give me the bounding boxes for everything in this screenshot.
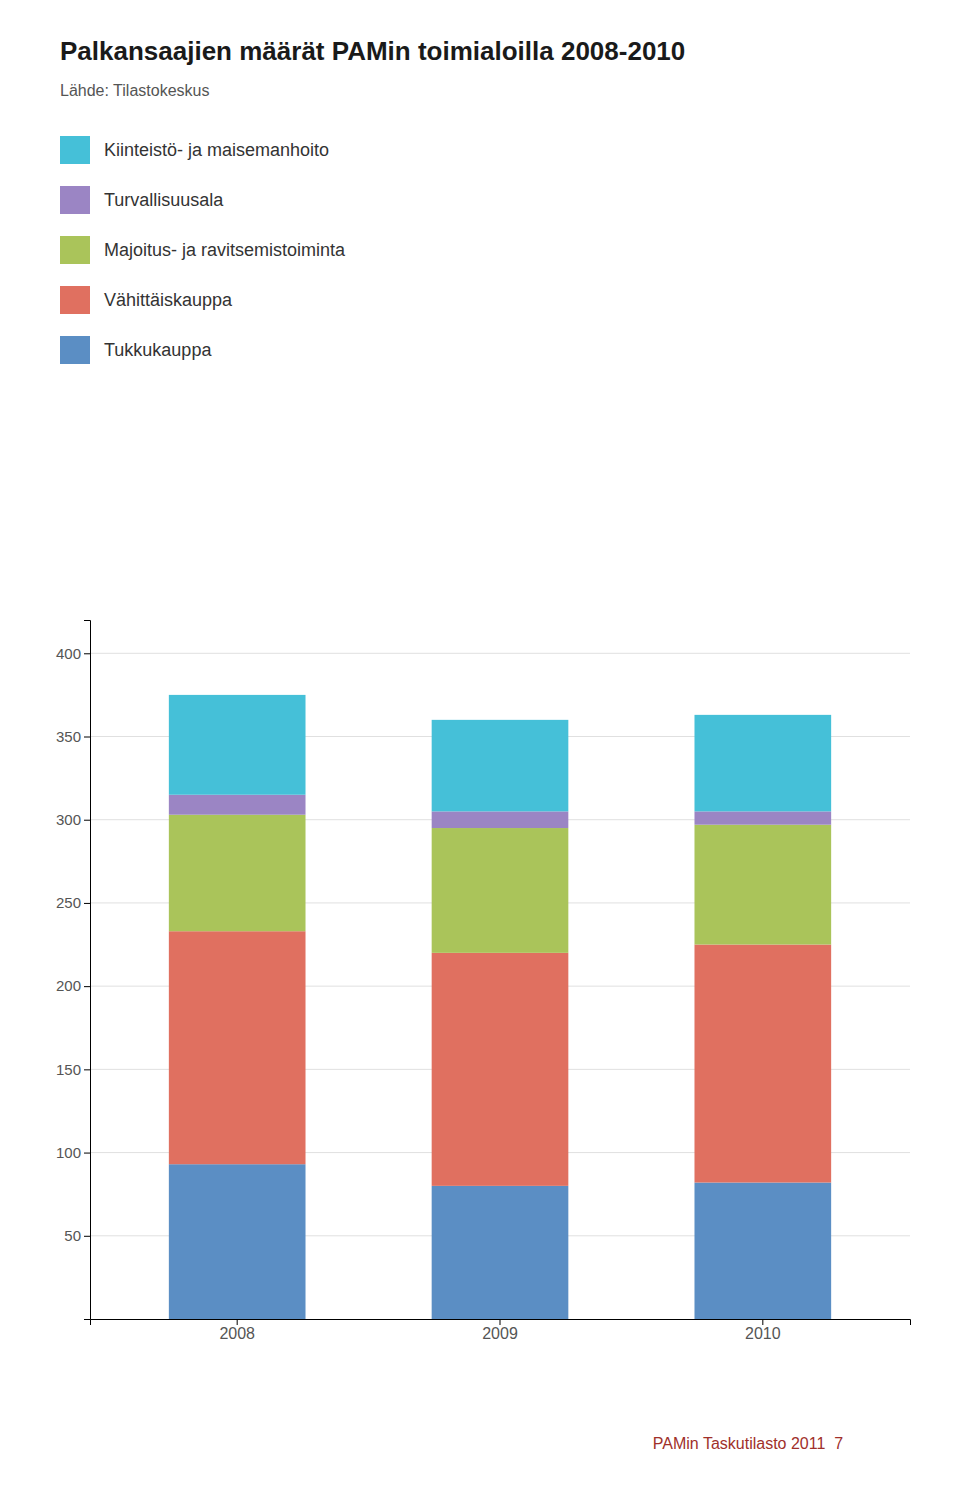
y-tick-mark bbox=[84, 903, 90, 904]
bar-segment bbox=[169, 795, 306, 815]
x-tick-mark bbox=[237, 1319, 238, 1325]
legend-swatch bbox=[60, 136, 90, 164]
legend: Kiinteistö- ja maisemanhoito Turvallisuus… bbox=[60, 136, 346, 364]
y-tick-mark bbox=[84, 986, 90, 987]
bar-series bbox=[169, 1164, 831, 1319]
bar-segment bbox=[694, 811, 831, 824]
footer: PAMin Taskutilasto 2011 7 bbox=[653, 1435, 843, 1452]
legend-swatch bbox=[60, 236, 90, 264]
x-tick-label: 2010 bbox=[745, 1325, 781, 1342]
y-tick: 400 bbox=[56, 645, 90, 662]
grid bbox=[90, 653, 910, 1235]
y-tick: 300 bbox=[56, 811, 90, 828]
bar-segment bbox=[169, 695, 306, 795]
legend-label: Turvallisuusala bbox=[104, 190, 224, 210]
grid-line bbox=[90, 653, 910, 654]
title: Palkansaajien määrät PAMin toimialoilla … bbox=[60, 36, 685, 66]
x-axis: 2008 2009 2010 bbox=[91, 1319, 911, 1342]
legend-swatch bbox=[60, 336, 90, 364]
legend-item: Kiinteistö- ja maisemanhoito bbox=[60, 136, 329, 164]
bar-segment bbox=[432, 811, 569, 828]
x-tick-label: 2009 bbox=[482, 1325, 518, 1342]
x-tick: 2009 bbox=[482, 1319, 518, 1342]
legend-label: Vähittäiskauppa bbox=[104, 290, 233, 310]
y-tick-label: 400 bbox=[56, 645, 81, 662]
legend-item: Majoitus- ja ravitsemistoiminta bbox=[60, 236, 346, 264]
y-axis: 50 100 150 200 250 300 350 400 bbox=[56, 621, 91, 1320]
bar-segment bbox=[169, 931, 306, 1164]
y-tick-mark bbox=[84, 820, 90, 821]
legend-swatch bbox=[60, 286, 90, 314]
bar-segment bbox=[169, 815, 306, 932]
bar-segment bbox=[694, 715, 831, 812]
bar-series bbox=[169, 695, 831, 811]
y-tick: 50 bbox=[64, 1227, 90, 1244]
chart: Palkansaajien määrät PAMin toimialoilla … bbox=[0, 0, 960, 1489]
legend-label: Majoitus- ja ravitsemistoiminta bbox=[104, 240, 346, 260]
legend-item: Tukkukauppa bbox=[60, 336, 212, 364]
bar-segment bbox=[169, 1164, 306, 1319]
bar-segment bbox=[432, 1186, 569, 1319]
bar-segment bbox=[694, 945, 831, 1183]
bars bbox=[169, 695, 831, 1319]
y-tick-label: 350 bbox=[56, 728, 81, 745]
y-tick-mark bbox=[84, 1153, 90, 1154]
x-tick: 2008 bbox=[219, 1319, 255, 1342]
y-tick-mark bbox=[84, 737, 90, 738]
legend-label: Kiinteistö- ja maisemanhoito bbox=[104, 140, 329, 160]
subtitle: Lähde: Tilastokeskus bbox=[60, 82, 209, 99]
y-tick: 150 bbox=[56, 1061, 90, 1078]
bar-series bbox=[169, 815, 831, 953]
y-tick-mark bbox=[84, 1069, 90, 1070]
y-tick-mark bbox=[84, 1236, 90, 1237]
y-tick-label: 300 bbox=[56, 811, 81, 828]
plot: 50 100 150 200 250 300 350 400 2008 2009 2010 bbox=[56, 621, 911, 1343]
bar-segment bbox=[694, 1183, 831, 1319]
y-tick: 200 bbox=[56, 977, 90, 994]
y-tick: 250 bbox=[56, 894, 90, 911]
legend-label: Tukkukauppa bbox=[104, 340, 212, 360]
y-tick-label: 50 bbox=[64, 1227, 81, 1244]
legend-swatch bbox=[60, 186, 90, 214]
legend-item: Vähittäiskauppa bbox=[60, 286, 233, 314]
y-tick-label: 150 bbox=[56, 1061, 81, 1078]
y-tick: 100 bbox=[56, 1144, 90, 1161]
x-axis-line bbox=[91, 1320, 911, 1326]
y-tick-label: 200 bbox=[56, 977, 81, 994]
y-tick-label: 250 bbox=[56, 894, 81, 911]
bar-segment bbox=[432, 953, 569, 1186]
y-tick-mark bbox=[84, 653, 90, 654]
bar-segment bbox=[432, 720, 569, 812]
bar-series bbox=[169, 931, 831, 1186]
x-tick-label: 2008 bbox=[219, 1325, 255, 1342]
y-tick: 350 bbox=[56, 728, 90, 745]
bar-segment bbox=[694, 825, 831, 945]
legend-item: Turvallisuusala bbox=[60, 186, 224, 214]
y-axis-line bbox=[84, 621, 91, 1320]
x-tick: 2010 bbox=[745, 1319, 781, 1342]
x-tick-mark bbox=[500, 1319, 501, 1325]
y-tick-label: 100 bbox=[56, 1144, 81, 1161]
bar-segment bbox=[432, 828, 569, 953]
x-tick-mark bbox=[762, 1319, 763, 1325]
